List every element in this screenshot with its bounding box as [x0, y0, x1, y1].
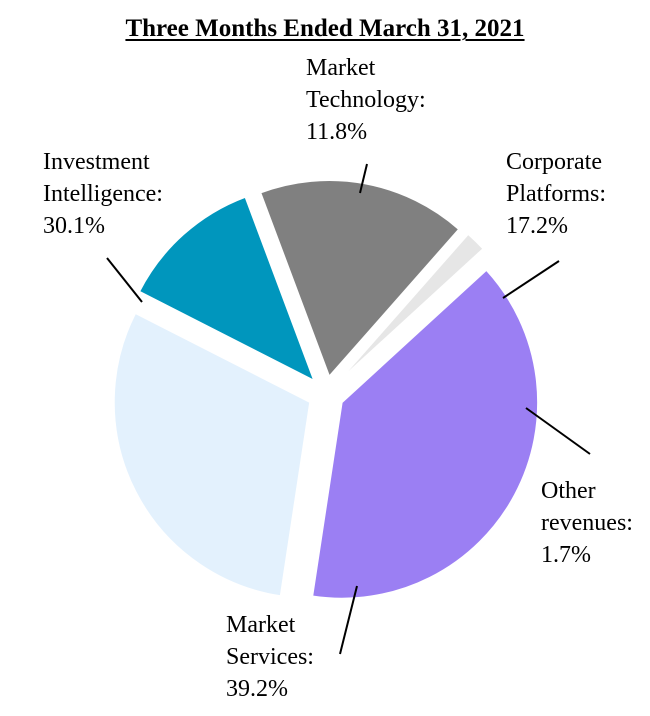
slice-market-technology — [138, 196, 316, 383]
slice-label-market-technology: Market Technology: 11.8% — [306, 55, 426, 145]
slice-other-revenues-leader-line — [525, 407, 591, 455]
slice-investment-intelligence — [113, 312, 311, 597]
slice-label-investment-intelligence: Investment Intelligence: 30.1% — [43, 149, 163, 239]
pie-slices — [113, 179, 539, 600]
chart-title-text: Three Months Ended March 31, 2021 — [125, 15, 525, 42]
slice-label-other-revenues: Other revenues: 1.7% — [541, 478, 633, 568]
leader-lines — [106, 163, 591, 655]
slice-label-corporate-platforms: Corporate Platforms: 17.2% — [506, 149, 606, 239]
chart-title: Three Months Ended March 31, 2021 — [0, 14, 650, 44]
slice-market-services-leader-line — [339, 585, 358, 655]
slice-label-market-services: Market Services: 39.2% — [226, 612, 314, 702]
slice-other-revenues — [338, 233, 485, 382]
slice-corporate-platforms-leader-line — [502, 260, 560, 299]
slice-corporate-platforms — [259, 179, 460, 378]
slice-market-technology-leader-line — [359, 163, 368, 194]
slice-investment-intelligence-leader-line — [106, 257, 143, 303]
slice-market-services — [311, 269, 539, 600]
